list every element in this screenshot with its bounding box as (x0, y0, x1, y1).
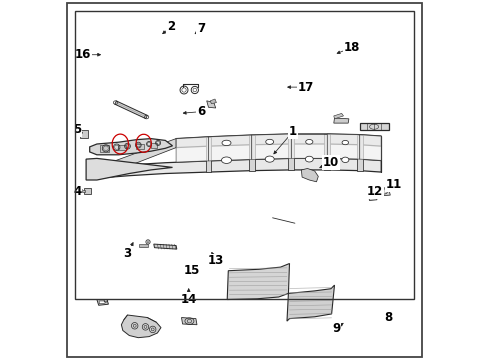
Text: 13: 13 (207, 255, 224, 267)
Polygon shape (359, 123, 387, 130)
Text: 2: 2 (166, 21, 174, 33)
Ellipse shape (305, 156, 313, 162)
Polygon shape (176, 134, 381, 148)
Text: 6: 6 (197, 105, 205, 118)
Polygon shape (153, 244, 177, 249)
Text: 18: 18 (343, 41, 359, 54)
Ellipse shape (264, 156, 274, 162)
Polygon shape (210, 99, 216, 104)
Polygon shape (118, 145, 126, 150)
Polygon shape (333, 118, 348, 123)
Polygon shape (248, 135, 254, 171)
Text: 15: 15 (184, 264, 200, 277)
Text: 3: 3 (123, 247, 131, 260)
Polygon shape (251, 134, 291, 159)
Ellipse shape (305, 139, 312, 144)
Polygon shape (89, 139, 172, 155)
Text: 10: 10 (322, 156, 338, 169)
Polygon shape (136, 144, 143, 149)
Polygon shape (97, 139, 176, 178)
Text: 11: 11 (385, 178, 401, 191)
Polygon shape (115, 101, 147, 119)
Polygon shape (97, 158, 381, 178)
Text: 14: 14 (180, 293, 197, 306)
Ellipse shape (341, 157, 348, 162)
Text: 7: 7 (197, 22, 205, 35)
Text: 9: 9 (331, 322, 340, 335)
Polygon shape (81, 190, 85, 192)
Polygon shape (291, 134, 326, 158)
Text: 16: 16 (75, 48, 91, 61)
Polygon shape (176, 137, 208, 162)
Text: 5: 5 (73, 123, 81, 136)
Bar (75, 11, 413, 299)
Polygon shape (333, 113, 343, 119)
Polygon shape (139, 244, 148, 247)
Polygon shape (121, 315, 161, 338)
Polygon shape (356, 135, 362, 171)
Polygon shape (86, 158, 172, 180)
Polygon shape (77, 132, 81, 135)
Text: 12: 12 (366, 185, 382, 198)
Polygon shape (288, 134, 294, 170)
Polygon shape (99, 301, 105, 304)
Polygon shape (301, 168, 318, 182)
Polygon shape (205, 137, 211, 172)
Polygon shape (151, 143, 157, 148)
Polygon shape (84, 188, 91, 194)
Polygon shape (181, 318, 197, 325)
Text: 1: 1 (288, 125, 297, 138)
Polygon shape (101, 145, 109, 152)
Ellipse shape (221, 157, 231, 163)
Polygon shape (286, 285, 334, 321)
Text: 17: 17 (297, 81, 313, 94)
Polygon shape (326, 134, 359, 159)
Text: 8: 8 (384, 311, 392, 324)
Polygon shape (206, 101, 215, 108)
Ellipse shape (222, 140, 230, 145)
Polygon shape (80, 130, 88, 138)
Polygon shape (324, 134, 329, 170)
Polygon shape (379, 188, 389, 196)
Polygon shape (227, 264, 289, 300)
Polygon shape (97, 300, 108, 305)
Ellipse shape (342, 140, 348, 145)
Polygon shape (368, 194, 376, 201)
Text: 4: 4 (73, 185, 81, 198)
Polygon shape (359, 135, 381, 161)
Ellipse shape (265, 139, 273, 144)
Polygon shape (208, 135, 251, 161)
